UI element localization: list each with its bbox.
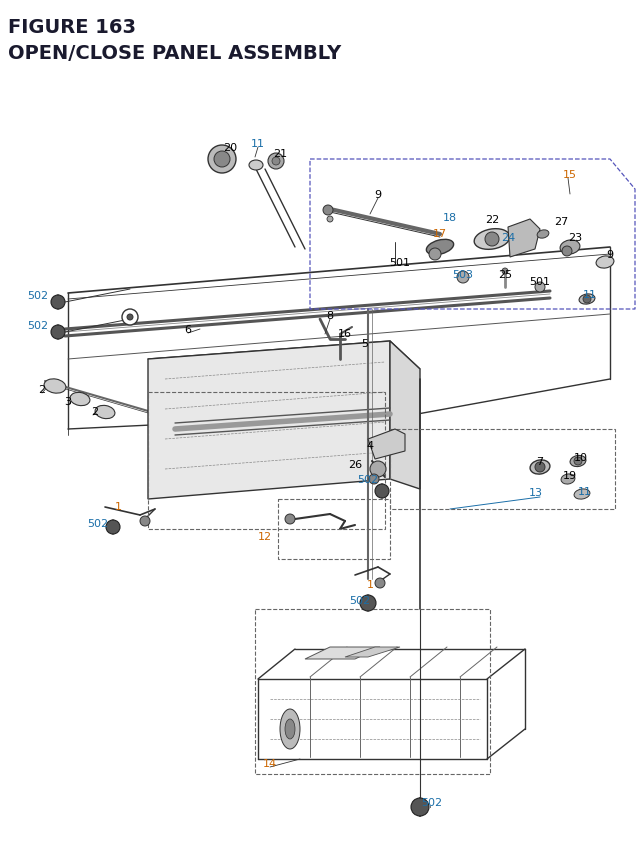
Text: 11: 11 bbox=[251, 139, 265, 149]
Polygon shape bbox=[508, 220, 540, 257]
Circle shape bbox=[370, 461, 386, 478]
Polygon shape bbox=[148, 342, 390, 499]
Circle shape bbox=[535, 462, 545, 473]
Text: 502: 502 bbox=[421, 797, 443, 807]
Text: 4: 4 bbox=[367, 441, 374, 450]
Circle shape bbox=[369, 474, 379, 485]
Text: 14: 14 bbox=[263, 759, 277, 768]
Polygon shape bbox=[148, 342, 420, 387]
Text: 23: 23 bbox=[568, 232, 582, 243]
Bar bbox=[255, 610, 490, 774]
Text: 22: 22 bbox=[485, 214, 499, 225]
Text: 12: 12 bbox=[258, 531, 272, 542]
Ellipse shape bbox=[560, 240, 580, 255]
Ellipse shape bbox=[44, 380, 66, 393]
Bar bbox=[278, 499, 390, 560]
Bar bbox=[148, 393, 385, 530]
Ellipse shape bbox=[537, 231, 549, 238]
Text: 10: 10 bbox=[574, 453, 588, 462]
Text: 502: 502 bbox=[28, 320, 49, 331]
Polygon shape bbox=[368, 430, 405, 460]
Text: 502: 502 bbox=[28, 291, 49, 300]
Text: 2: 2 bbox=[38, 385, 45, 394]
Text: 1: 1 bbox=[367, 579, 374, 589]
Ellipse shape bbox=[579, 294, 595, 305]
Circle shape bbox=[51, 295, 65, 310]
Text: 27: 27 bbox=[554, 217, 568, 226]
Circle shape bbox=[429, 249, 441, 261]
Ellipse shape bbox=[280, 709, 300, 749]
Text: 15: 15 bbox=[563, 170, 577, 180]
Text: FIGURE 163: FIGURE 163 bbox=[8, 18, 136, 37]
Ellipse shape bbox=[285, 719, 295, 739]
Text: 502: 502 bbox=[349, 595, 371, 605]
Text: 2: 2 bbox=[92, 406, 99, 417]
Text: 7: 7 bbox=[536, 456, 543, 467]
Text: 13: 13 bbox=[529, 487, 543, 498]
Text: 5: 5 bbox=[362, 338, 369, 349]
Circle shape bbox=[127, 314, 133, 320]
Circle shape bbox=[485, 232, 499, 247]
Circle shape bbox=[535, 282, 545, 293]
Text: 24: 24 bbox=[501, 232, 515, 243]
Circle shape bbox=[51, 325, 65, 339]
Circle shape bbox=[574, 457, 582, 466]
Circle shape bbox=[323, 206, 333, 216]
Text: 18: 18 bbox=[443, 213, 457, 223]
Circle shape bbox=[375, 485, 389, 499]
Text: 19: 19 bbox=[563, 470, 577, 480]
Ellipse shape bbox=[70, 393, 90, 406]
Circle shape bbox=[457, 272, 469, 283]
Circle shape bbox=[268, 154, 284, 170]
Text: 9: 9 bbox=[607, 250, 614, 260]
Text: 26: 26 bbox=[348, 460, 362, 469]
Text: 501: 501 bbox=[529, 276, 550, 287]
Circle shape bbox=[562, 247, 572, 257]
Text: 503: 503 bbox=[452, 269, 474, 280]
Text: 6: 6 bbox=[184, 325, 191, 335]
Circle shape bbox=[375, 579, 385, 588]
Ellipse shape bbox=[561, 474, 575, 485]
Ellipse shape bbox=[570, 455, 586, 467]
Polygon shape bbox=[305, 647, 380, 660]
Circle shape bbox=[272, 158, 280, 166]
Text: 20: 20 bbox=[223, 143, 237, 152]
Ellipse shape bbox=[574, 489, 590, 499]
Circle shape bbox=[208, 146, 236, 174]
Text: 25: 25 bbox=[498, 269, 512, 280]
Text: 501: 501 bbox=[390, 257, 410, 268]
Ellipse shape bbox=[426, 240, 454, 256]
Text: 16: 16 bbox=[338, 329, 352, 338]
Text: 17: 17 bbox=[433, 229, 447, 238]
Text: OPEN/CLOSE PANEL ASSEMBLY: OPEN/CLOSE PANEL ASSEMBLY bbox=[8, 44, 341, 63]
Ellipse shape bbox=[596, 257, 614, 269]
Circle shape bbox=[140, 517, 150, 526]
Text: 21: 21 bbox=[273, 149, 287, 158]
Ellipse shape bbox=[249, 161, 263, 170]
Text: 502: 502 bbox=[357, 474, 379, 485]
Text: 9: 9 bbox=[374, 189, 381, 200]
Ellipse shape bbox=[530, 461, 550, 474]
Polygon shape bbox=[390, 342, 420, 489]
Text: 8: 8 bbox=[326, 311, 333, 320]
Circle shape bbox=[122, 310, 138, 325]
Text: 502: 502 bbox=[88, 518, 109, 529]
Circle shape bbox=[106, 520, 120, 535]
Polygon shape bbox=[345, 647, 400, 657]
Circle shape bbox=[502, 269, 508, 275]
Circle shape bbox=[360, 595, 376, 611]
Text: 11: 11 bbox=[578, 486, 592, 497]
Text: 1: 1 bbox=[115, 501, 122, 511]
Bar bbox=[390, 430, 615, 510]
Ellipse shape bbox=[474, 229, 510, 250]
Text: 11: 11 bbox=[583, 289, 597, 300]
Text: 3: 3 bbox=[65, 397, 72, 406]
Circle shape bbox=[327, 217, 333, 223]
Circle shape bbox=[583, 295, 591, 304]
Circle shape bbox=[214, 152, 230, 168]
Circle shape bbox=[411, 798, 429, 816]
Ellipse shape bbox=[95, 406, 115, 419]
Circle shape bbox=[285, 514, 295, 524]
